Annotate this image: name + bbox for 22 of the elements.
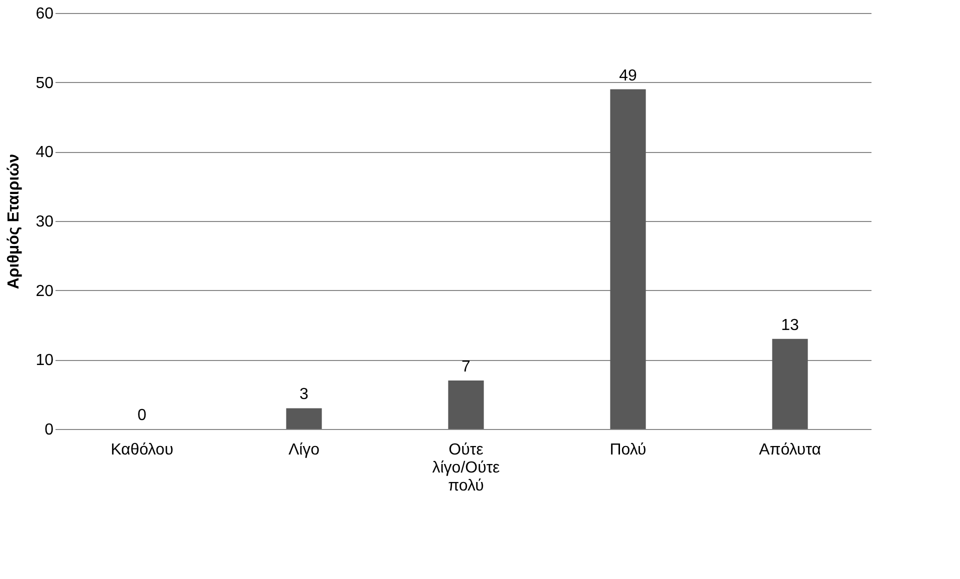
bar bbox=[286, 408, 322, 429]
x-tick-label: Πολύ bbox=[610, 442, 646, 458]
data-label: 7 bbox=[462, 358, 471, 376]
y-tick-label: 50 bbox=[36, 74, 54, 92]
bar bbox=[448, 380, 484, 429]
x-tick-label: Λίγο bbox=[288, 442, 320, 458]
bar bbox=[772, 338, 808, 429]
data-label: 0 bbox=[138, 407, 147, 424]
data-label: 3 bbox=[300, 386, 309, 404]
x-tick-label: Καθόλου bbox=[110, 442, 174, 458]
bar bbox=[610, 89, 646, 429]
x-tick-label: Απόλυτα bbox=[758, 442, 822, 458]
data-label: 13 bbox=[781, 316, 799, 334]
y-tick-label: 20 bbox=[36, 282, 54, 300]
y-tick-label: 10 bbox=[36, 352, 54, 370]
y-tick-label: 30 bbox=[36, 214, 54, 230]
data-label: 49 bbox=[619, 67, 637, 84]
y-tick-label: 0 bbox=[44, 422, 54, 438]
y-axis-title: Αριθμός Εταιριών bbox=[6, 154, 23, 290]
y-tick-label: 40 bbox=[36, 144, 54, 162]
x-tick-label: Ούτε λίγο/Ούτε πολύ bbox=[432, 442, 500, 494]
y-tick-label: 60 bbox=[36, 6, 54, 22]
